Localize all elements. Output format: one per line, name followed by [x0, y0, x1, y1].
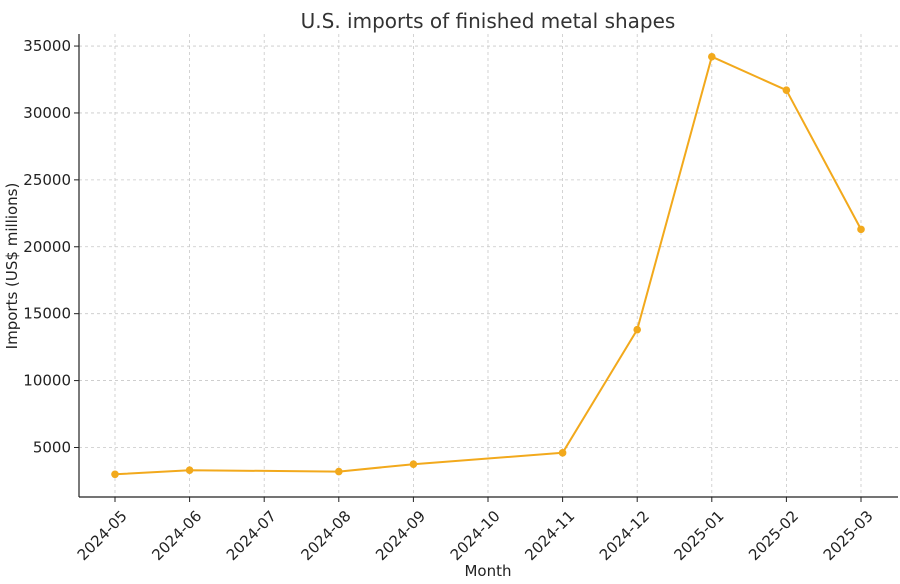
y-tick-label: 15000 [23, 305, 71, 323]
x-tick-label: 2025-02 [745, 507, 802, 564]
x-tick-label: 2024-08 [297, 507, 354, 564]
x-tick-label: 2025-03 [820, 507, 877, 564]
data-point [782, 86, 791, 95]
axes [78, 34, 898, 498]
x-tick-label: 2024-07 [223, 507, 280, 564]
y-tick-label: 5000 [33, 438, 71, 456]
y-tick-label: 10000 [23, 372, 71, 390]
data-point [633, 325, 641, 334]
y-tick-label: 20000 [23, 238, 71, 256]
y-axis-ticks: 5000 10000 15000 20000 25000 30000 35000 [23, 37, 79, 456]
data-point [111, 470, 119, 479]
y-tick-label: 35000 [23, 37, 71, 55]
x-tick-label: 2024-05 [74, 507, 131, 564]
x-tick-label: 2025-01 [670, 507, 727, 564]
x-tick-label: 2024-06 [148, 507, 205, 564]
x-tick-label: 2024-09 [372, 507, 429, 564]
series [111, 52, 865, 479]
data-point [335, 467, 343, 476]
data-point [857, 225, 865, 234]
data-point [558, 449, 567, 457]
x-tick-label: 2024-12 [596, 507, 653, 564]
y-axis-label: Imports (US$ millions) [3, 183, 21, 350]
data-point [409, 460, 418, 469]
data-point [185, 466, 194, 475]
x-tick-label: 2024-10 [447, 507, 504, 564]
x-axis-ticks: 2024-05 2024-06 2024-07 2024-08 2024-09 2024-… [74, 497, 877, 564]
y-tick-label: 25000 [23, 171, 71, 189]
grid [79, 34, 898, 497]
chart-title: U.S. imports of finished metal shapes [301, 9, 676, 33]
x-tick-label: 2024-11 [521, 507, 578, 564]
data-point [708, 52, 716, 61]
x-axis-label: Month [464, 562, 511, 580]
y-tick-label: 30000 [23, 104, 71, 122]
